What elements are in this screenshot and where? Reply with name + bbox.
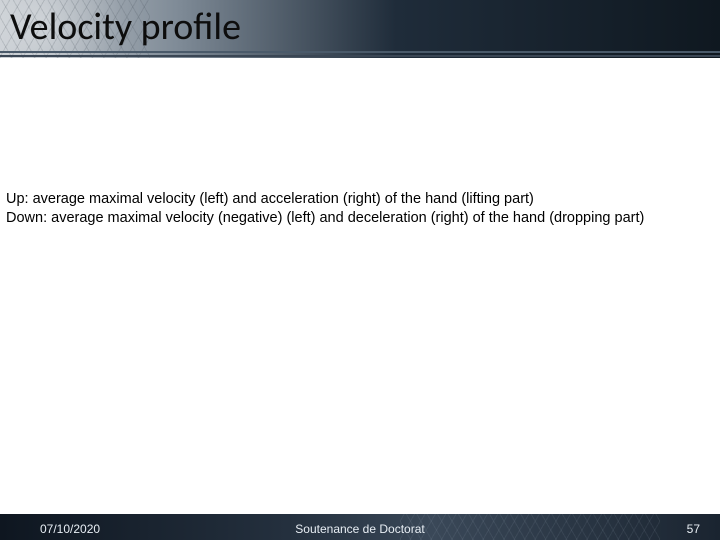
body-line-1: Up: average maximal velocity (left) and …	[6, 190, 714, 209]
body-text-block: Up: average maximal velocity (left) and …	[6, 190, 714, 227]
slide: Velocity profile Up: average maximal vel…	[0, 0, 720, 540]
header-divider-line	[0, 51, 720, 53]
slide-title: Velocity profile	[10, 4, 241, 50]
footer-page-number: 57	[687, 522, 700, 536]
body-line-2: Down: average maximal velocity (negative…	[6, 209, 714, 228]
footer-center-text: Soutenance de Doctorat	[0, 522, 720, 536]
header-divider-line	[0, 55, 720, 57]
